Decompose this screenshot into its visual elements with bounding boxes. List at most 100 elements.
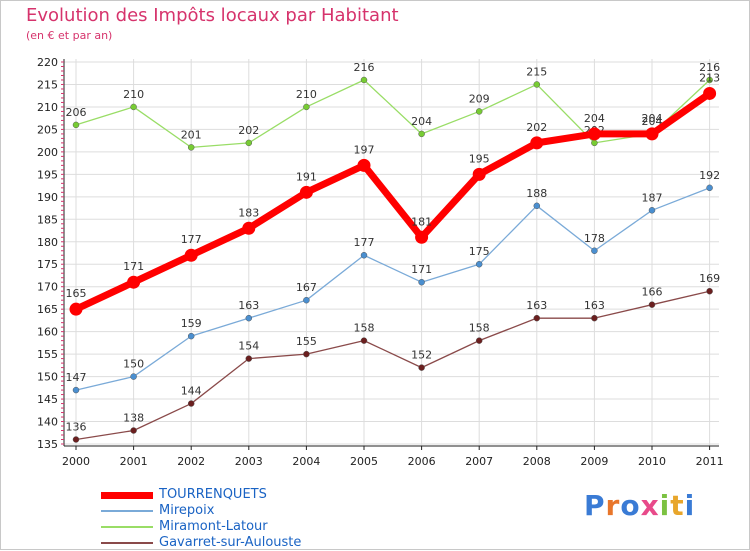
logo-letter: x <box>640 489 660 522</box>
data-label: 192 <box>699 169 720 182</box>
logo-letter: P <box>584 489 606 522</box>
data-label: 163 <box>238 299 259 312</box>
data-point <box>303 350 310 358</box>
y-tick-label: 185 <box>37 213 58 226</box>
y-tick-label: 140 <box>37 416 58 429</box>
legend-label: Gavarret-sur-Aulouste <box>159 535 302 550</box>
legend-swatch-gavarret <box>101 542 153 544</box>
data-point <box>187 400 195 407</box>
data-label: 147 <box>66 371 87 384</box>
data-point <box>706 76 713 84</box>
data-point <box>357 158 371 172</box>
data-point <box>303 296 310 304</box>
x-tick-label: 2008 <box>523 455 551 468</box>
logo-letter: i <box>684 489 696 522</box>
legend-item: Mirepoix <box>101 503 301 519</box>
legend-label: Miramont-Latour <box>159 519 268 534</box>
x-tick-label: 2002 <box>177 455 205 468</box>
data-point <box>360 337 368 344</box>
y-tick-label: 150 <box>37 371 58 384</box>
data-point <box>303 103 310 111</box>
data-point <box>242 221 256 235</box>
data-point <box>533 202 541 210</box>
x-tick-label: 2005 <box>350 455 378 468</box>
chart-subtitle: (en € et par an) <box>26 29 113 42</box>
data-label: 216 <box>354 61 375 74</box>
data-label: 169 <box>699 272 720 285</box>
data-point <box>706 184 713 192</box>
data-label: 210 <box>296 88 317 101</box>
y-tick-label: 170 <box>37 281 58 294</box>
data-point <box>187 332 195 340</box>
data-point <box>475 260 483 268</box>
x-tick-label: 2001 <box>120 455 148 468</box>
x-tick-label: 2007 <box>465 455 493 468</box>
data-label: 204 <box>642 112 663 125</box>
logo-letter: t <box>670 489 685 522</box>
data-label: 204 <box>642 115 663 128</box>
data-point <box>130 427 137 434</box>
logo-letter: i <box>659 489 671 522</box>
data-label: 206 <box>66 106 87 119</box>
legend-label: TOURRENQUETS <box>159 487 267 502</box>
data-label: 159 <box>181 317 202 330</box>
x-tick-label: 2011 <box>696 455 724 468</box>
data-label: 167 <box>296 281 317 294</box>
y-tick-label: 180 <box>37 236 58 249</box>
y-tick-label: 155 <box>37 348 58 361</box>
data-point <box>187 144 195 151</box>
data-point <box>418 130 425 138</box>
data-label: 154 <box>238 340 259 353</box>
data-point <box>706 287 713 295</box>
y-tick-label: 210 <box>37 101 58 114</box>
data-point <box>69 302 83 316</box>
x-tick-label: 2003 <box>235 455 263 468</box>
y-tick-label: 205 <box>37 123 58 136</box>
legend-swatch-tourrenquets <box>101 491 153 499</box>
data-point <box>299 185 313 199</box>
x-tick-label: 2000 <box>62 455 90 468</box>
data-point <box>648 301 656 308</box>
data-label: 175 <box>469 245 490 258</box>
data-point <box>72 121 80 129</box>
data-point <box>591 247 598 255</box>
data-label: 209 <box>469 92 490 105</box>
data-label: 177 <box>181 233 202 246</box>
y-tick-label: 215 <box>37 78 58 91</box>
data-point <box>130 373 137 380</box>
data-label: 213 <box>699 71 720 84</box>
data-point <box>360 251 368 259</box>
data-point <box>360 76 368 84</box>
legend-label: Mirepoix <box>159 503 215 518</box>
data-label: 216 <box>699 61 720 74</box>
y-tick-label: 145 <box>37 393 58 406</box>
data-point <box>127 275 141 289</box>
data-point <box>530 136 544 150</box>
data-point <box>130 103 137 111</box>
data-label: 215 <box>526 65 547 78</box>
y-tick-label: 200 <box>37 146 58 159</box>
logo-letter: r <box>605 489 621 522</box>
data-label: 150 <box>123 358 144 371</box>
data-label: 181 <box>411 215 432 228</box>
logo-letter: o <box>620 489 641 522</box>
y-tick-label: 195 <box>37 168 58 181</box>
data-point <box>72 386 80 394</box>
data-label: 201 <box>181 128 202 141</box>
data-point <box>475 337 483 344</box>
data-label: 163 <box>584 299 605 312</box>
legend: TOURRENQUETS Mirepoix Miramont-Latour Ga… <box>101 487 301 551</box>
data-label: 188 <box>526 187 547 200</box>
data-label: 165 <box>66 287 87 300</box>
data-point <box>245 139 253 147</box>
y-tick-label: 220 <box>37 56 58 69</box>
series-line-3 <box>75 290 711 441</box>
data-label: 171 <box>411 263 432 276</box>
proxiti-logo: Proxiti <box>584 489 695 522</box>
data-label: 138 <box>123 412 144 425</box>
data-label: 195 <box>469 152 490 165</box>
y-tick-label: 165 <box>37 303 58 316</box>
data-point <box>591 139 598 147</box>
data-label: 144 <box>181 385 202 398</box>
